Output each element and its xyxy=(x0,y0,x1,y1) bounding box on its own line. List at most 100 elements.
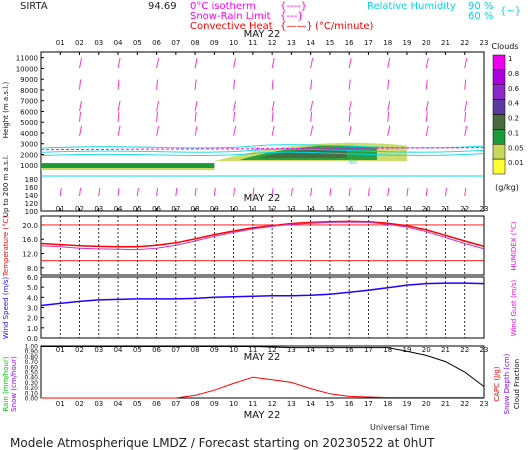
hour-tick-label: 22 xyxy=(460,400,469,408)
y-axis-label-lower: Up to 200 m a.s.l. xyxy=(2,155,10,217)
y-axis-label-right-3: Cloud Fraction xyxy=(513,359,521,409)
hour-tick-label: 06 xyxy=(152,39,161,47)
wind-arrow-low xyxy=(367,187,370,197)
date-label: MAY 22 xyxy=(244,352,281,363)
hour-tick-label: 11 xyxy=(248,39,257,47)
y-tick-label: 1.0 xyxy=(27,325,38,333)
wind-arrow xyxy=(194,57,198,69)
wind-arrow xyxy=(117,111,120,122)
hour-tick-label: 02 xyxy=(75,400,84,408)
colorbar-swatch xyxy=(492,69,506,85)
hour-tick-label: 03 xyxy=(94,400,103,408)
hour-tick-label: 11 xyxy=(248,346,257,354)
y-tick-label: 20.0 xyxy=(22,222,38,230)
wind-arrow-low xyxy=(98,187,101,197)
hour-tick-label: 22 xyxy=(460,346,469,354)
hour-tick-label: 22 xyxy=(460,205,469,213)
colorbar-level-label: 0.8 xyxy=(508,70,519,78)
date-label: MAY 22 xyxy=(244,410,281,421)
wind-arrow-low xyxy=(156,187,159,197)
humidex-series-line xyxy=(40,221,485,251)
hour-tick-label: 17 xyxy=(364,400,373,408)
cloud-fraction-series-line xyxy=(41,346,485,387)
hour-tick-label: 05 xyxy=(133,39,142,47)
hour-tick-label: 09 xyxy=(210,205,219,213)
y-tick-label: 0.90 xyxy=(25,349,39,356)
wind-arrow-low xyxy=(59,187,62,197)
y-tick-label: 6.0 xyxy=(27,274,38,282)
wind-arrow xyxy=(156,125,160,136)
y-tick-label: 5.0 xyxy=(27,284,38,292)
wind-arrow xyxy=(348,125,352,136)
colorbar-level-label: 1 xyxy=(508,55,512,63)
y-tick-label: 0.00 xyxy=(25,396,39,403)
cloud-layer-02 xyxy=(259,148,347,158)
hour-tick-label: 12 xyxy=(268,346,277,354)
legend-isotherm-label: 0°C isotherm xyxy=(190,1,256,12)
hour-tick-label: 20 xyxy=(422,205,431,213)
hour-tick-label: 08 xyxy=(191,346,200,354)
hour-tick-label: 22 xyxy=(460,39,469,47)
y-tick-label: 0.50 xyxy=(25,370,39,377)
y-tick-label: 0.40 xyxy=(25,375,39,382)
hour-tick-label: 08 xyxy=(191,205,200,213)
legend-snowrain-label: Snow-Rain Limit xyxy=(190,11,271,22)
wind-arrow xyxy=(194,125,198,136)
hour-tick-label: 19 xyxy=(402,346,411,354)
hour-tick-label: 09 xyxy=(210,346,219,354)
date-label: MAY 22 xyxy=(244,29,281,40)
rh-contour-label: 90 xyxy=(253,146,261,153)
hour-tick-label: 08 xyxy=(191,400,200,408)
wind-arrow xyxy=(194,100,198,112)
wind-arrow xyxy=(387,57,391,69)
wind-panel-frame xyxy=(40,276,485,339)
wind-arrow xyxy=(117,125,121,136)
hour-tick-label: 18 xyxy=(383,39,392,47)
wind-arrow xyxy=(194,111,197,122)
y-axis-label-right: Wind Gust (m/s) xyxy=(510,279,518,336)
capc-series-line xyxy=(41,376,484,399)
wind-arrow xyxy=(271,100,275,112)
y-tick-label: 7000 xyxy=(20,98,38,106)
temperature-series-line xyxy=(40,220,485,248)
forecast-title: Modele Atmospherique LMDZ / Forecast sta… xyxy=(10,436,435,450)
hour-tick-label: 13 xyxy=(287,205,296,213)
wind-arrow xyxy=(425,57,429,69)
y-axis-label-2: Snow (cm/hour) xyxy=(10,356,18,412)
wind-arrow xyxy=(348,79,351,90)
y-tick-label: 9000 xyxy=(20,76,38,84)
wind-arrow-low xyxy=(271,187,274,197)
y-tick-label: 10000 xyxy=(16,65,38,73)
hour-tick-label: 05 xyxy=(133,346,142,354)
legend-convheat-label: Convective Heat xyxy=(190,21,273,32)
date-label: MAY 22 xyxy=(244,193,281,204)
hour-tick-label: 10 xyxy=(229,400,238,408)
wind-arrow-low xyxy=(387,187,390,197)
hour-tick-label: 15 xyxy=(325,400,334,408)
low-cloud-band-edge xyxy=(41,168,215,171)
legend-snowrain-swatch: {---} xyxy=(280,11,304,22)
hour-tick-label: 10 xyxy=(229,346,238,354)
hour-tick-label: 11 xyxy=(248,400,257,408)
wind-arrow-low xyxy=(175,187,178,197)
legend-rh-90: 90 % xyxy=(468,1,493,12)
wind-arrow-low xyxy=(136,187,139,197)
wind-arrow xyxy=(387,100,391,112)
wind-arrow-low xyxy=(464,187,467,197)
wind-arrow xyxy=(271,125,275,136)
colorbar-level-label: 0.05 xyxy=(508,144,524,152)
wind-arrow xyxy=(310,79,313,90)
y-tick-label-low: 140 xyxy=(25,192,38,200)
rh-contour xyxy=(40,148,485,153)
wind-arrow xyxy=(464,79,467,90)
y-tick-label: 0.30 xyxy=(25,380,39,387)
wind-arrow xyxy=(464,100,468,112)
y-tick-label: 0.70 xyxy=(25,359,39,366)
hour-tick-label: 19 xyxy=(402,39,411,47)
wind-arrow-low xyxy=(233,187,236,197)
hour-tick-label: 06 xyxy=(152,400,161,408)
y-tick-label: 0.60 xyxy=(25,364,39,371)
hour-tick-label: 03 xyxy=(94,205,103,213)
wind-arrow xyxy=(156,79,159,90)
